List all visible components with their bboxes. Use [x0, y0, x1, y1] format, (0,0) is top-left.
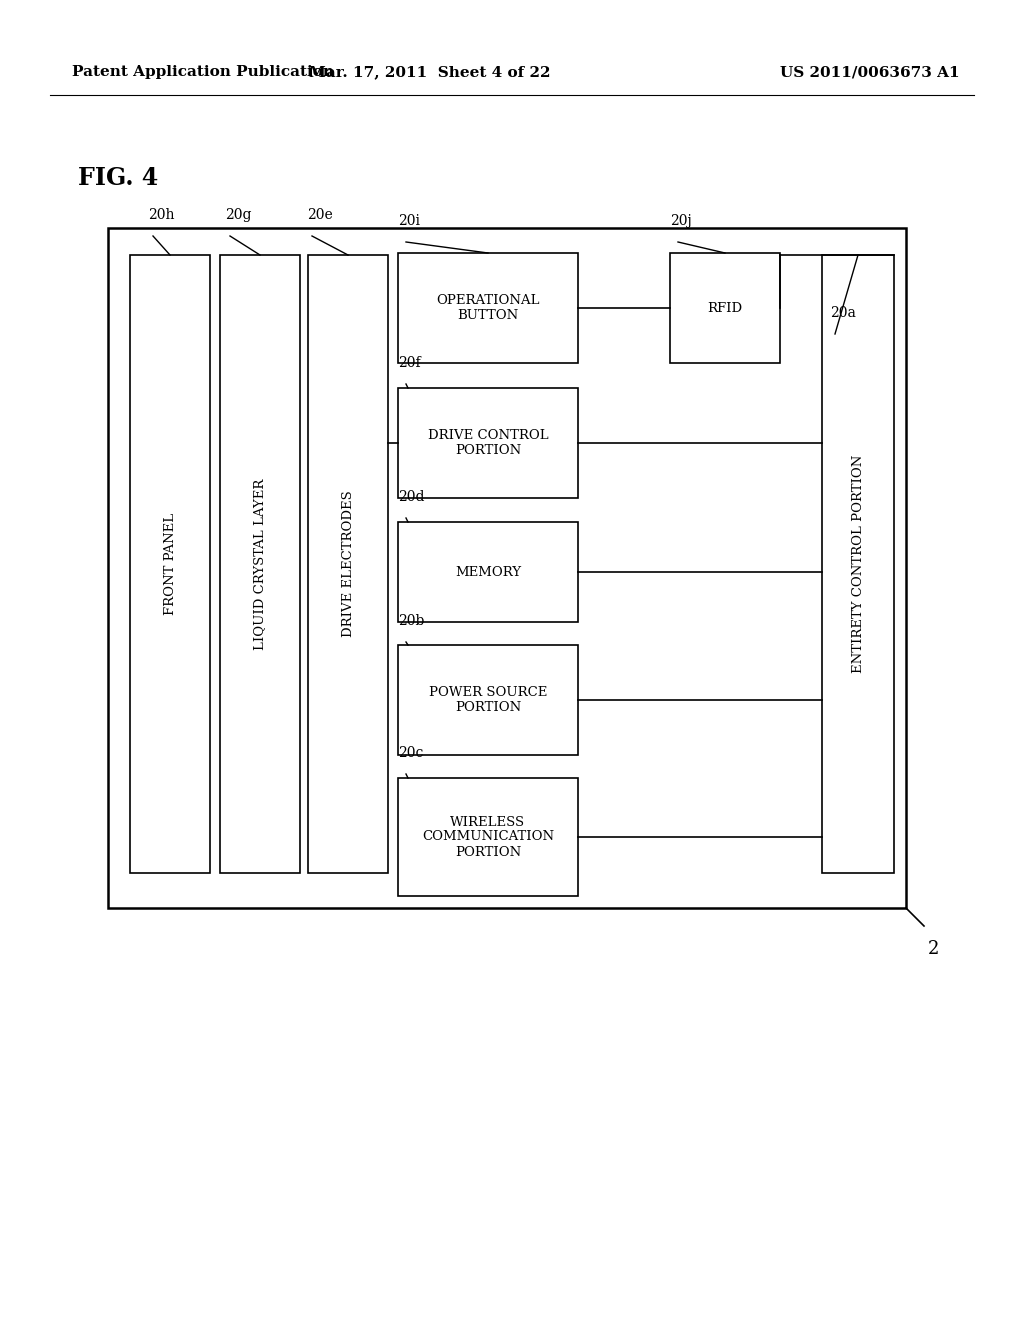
- Bar: [220, 255, 300, 873]
- Text: FRONT PANEL: FRONT PANEL: [164, 513, 176, 615]
- Text: DRIVE ELECTRODES: DRIVE ELECTRODES: [341, 491, 354, 638]
- Text: Patent Application Publication: Patent Application Publication: [72, 65, 334, 79]
- Text: 20b: 20b: [398, 614, 424, 628]
- Text: WIRELESS
COMMUNICATION
PORTION: WIRELESS COMMUNICATION PORTION: [422, 816, 554, 858]
- Bar: [398, 253, 578, 363]
- Text: RFID: RFID: [708, 301, 742, 314]
- Text: 20a: 20a: [830, 306, 856, 319]
- Bar: [670, 253, 780, 363]
- Text: FIG. 4: FIG. 4: [78, 166, 159, 190]
- Text: ENTIRETY CONTROL PORTION: ENTIRETY CONTROL PORTION: [852, 455, 864, 673]
- Text: 20g: 20g: [225, 209, 252, 222]
- Text: OPERATIONAL
BUTTON: OPERATIONAL BUTTON: [436, 294, 540, 322]
- Text: 20i: 20i: [398, 214, 420, 228]
- Bar: [398, 645, 578, 755]
- Text: 2: 2: [928, 940, 939, 958]
- Text: 20d: 20d: [398, 490, 425, 504]
- Bar: [308, 255, 388, 873]
- Text: Mar. 17, 2011  Sheet 4 of 22: Mar. 17, 2011 Sheet 4 of 22: [309, 65, 551, 79]
- Bar: [398, 777, 578, 896]
- Bar: [398, 388, 578, 498]
- Text: LIQUID CRYSTAL LAYER: LIQUID CRYSTAL LAYER: [254, 478, 266, 649]
- Bar: [822, 255, 894, 873]
- Text: US 2011/0063673 A1: US 2011/0063673 A1: [780, 65, 961, 79]
- Text: 20e: 20e: [307, 209, 333, 222]
- Bar: [130, 255, 210, 873]
- Text: 20c: 20c: [398, 746, 423, 760]
- Bar: [398, 521, 578, 622]
- Text: 20j: 20j: [670, 214, 692, 228]
- Text: POWER SOURCE
PORTION: POWER SOURCE PORTION: [429, 686, 547, 714]
- Text: DRIVE CONTROL
PORTION: DRIVE CONTROL PORTION: [428, 429, 548, 457]
- Text: MEMORY: MEMORY: [455, 565, 521, 578]
- Bar: [108, 228, 906, 908]
- Text: 20f: 20f: [398, 356, 421, 370]
- Text: 20h: 20h: [148, 209, 174, 222]
